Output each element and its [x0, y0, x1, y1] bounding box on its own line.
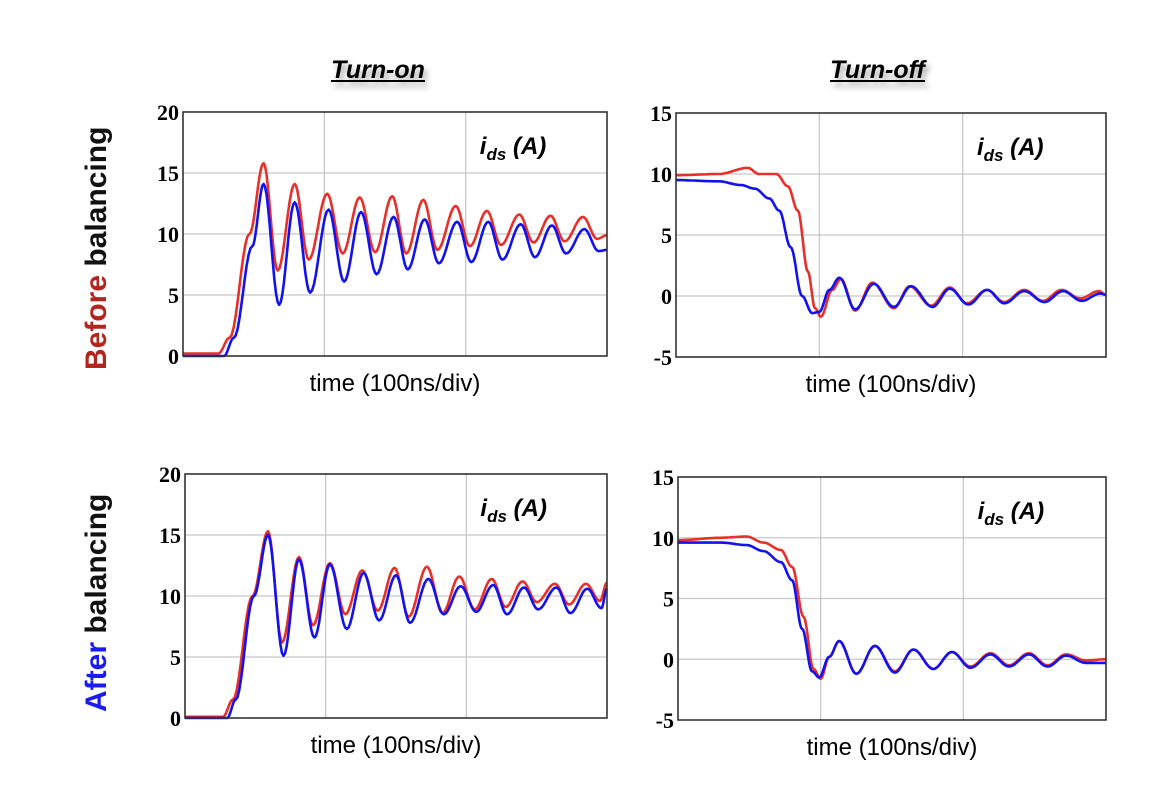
y-tick-label: 20: [159, 462, 181, 487]
quantity-subscript: ds: [984, 146, 1004, 165]
column-title-turn-on: Turn-on: [331, 56, 425, 84]
x-axis-label: time (100ns/div): [807, 734, 978, 761]
quantity-subscript: ds: [487, 507, 507, 526]
y-tick-label: 15: [652, 465, 674, 490]
series-blue-trace: [678, 541, 1106, 679]
quantity-unit: (A): [507, 495, 547, 522]
y-tick-label: 10: [650, 162, 672, 187]
y-tick-label: 15: [159, 523, 181, 548]
quantity-label: ids (A): [978, 498, 1045, 529]
series-blue-trace: [183, 182, 608, 358]
column-title-turn-off: Turn-off: [830, 56, 925, 84]
y-tick-label: 5: [663, 587, 674, 612]
quantity-label: ids (A): [977, 134, 1044, 165]
chart-after-turn-off: -5 0 5 10 15 ids (A) time (100ns/div): [652, 465, 1107, 761]
quantity-subscript: ds: [486, 145, 506, 164]
y-tick-label: 0: [663, 647, 674, 672]
y-tick-label: 0: [661, 284, 672, 309]
y-tick-label: 5: [170, 645, 181, 670]
chart-before-turn-on: 0 5 10 15 20 ids (A) time (100ns/div): [157, 100, 608, 397]
chart-before-turn-off: -5 0 5 10 15 ids (A) time (100ns/div): [650, 101, 1107, 398]
y-tick-label: 5: [661, 223, 672, 248]
y-tick-label: 10: [157, 222, 179, 247]
quantity-symbol: i: [978, 498, 986, 525]
quantity-label: ids (A): [480, 495, 547, 526]
x-axis-label: time (100ns/div): [311, 732, 482, 759]
plot-frame: [677, 476, 1107, 721]
series-red-trace: [183, 161, 608, 355]
plot-frame: [184, 473, 608, 719]
x-axis-label: time (100ns/div): [806, 371, 977, 398]
quantity-unit: (A): [506, 133, 546, 160]
quantity-symbol: i: [480, 133, 488, 160]
quantity-unit: (A): [1004, 498, 1044, 525]
series-blue-trace: [185, 533, 608, 720]
y-tick-label: 15: [650, 101, 672, 126]
chart-after-turn-on: 0 5 10 15 20 ids (A) time (100ns/div): [159, 462, 608, 759]
quantity-unit: (A): [1004, 134, 1044, 161]
y-tick-label: -5: [656, 708, 674, 733]
y-tick-label: -5: [654, 345, 672, 370]
y-tick-label: 10: [159, 584, 181, 609]
quantity-label: ids (A): [480, 133, 547, 164]
y-tick-label: 0: [170, 706, 181, 731]
y-tick-label: 15: [157, 161, 179, 186]
y-tick-label: 0: [168, 344, 179, 369]
y-tick-label: 10: [652, 526, 674, 551]
y-tick-label: 5: [168, 283, 179, 308]
series-blue-trace: [676, 178, 1107, 315]
x-axis-label: time (100ns/div): [310, 370, 481, 397]
plot-frame: [182, 111, 608, 357]
quantity-symbol: i: [480, 495, 488, 522]
quantity-symbol: i: [977, 134, 985, 161]
y-tick-label: 20: [157, 100, 179, 125]
quantity-subscript: ds: [984, 510, 1004, 529]
plot-frame: [675, 112, 1107, 358]
